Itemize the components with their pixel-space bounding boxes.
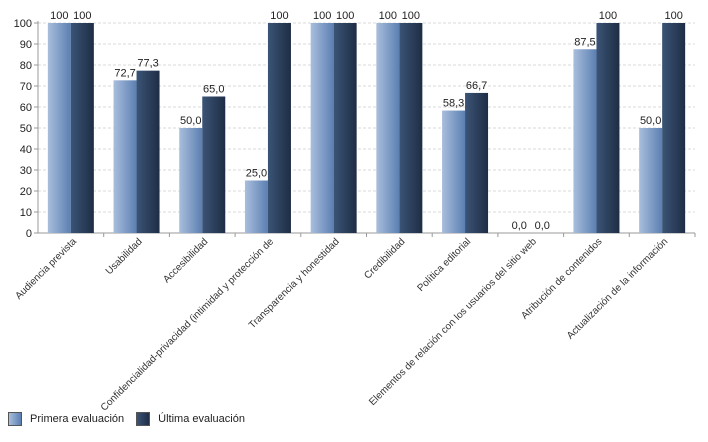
bar-ultima [333, 23, 357, 233]
y-tick-label: 70 [20, 81, 32, 93]
legend: Primera evaluación Última evaluación [8, 412, 257, 426]
data-label: 72,7 [114, 67, 135, 79]
legend-swatch-ultima [136, 412, 151, 426]
category-label: Credibilidad [362, 236, 407, 281]
bar-primera [244, 180, 268, 233]
data-label: 100 [599, 10, 617, 22]
data-label: 50,0 [640, 115, 661, 127]
bars [47, 23, 686, 234]
category-labels: Audiencia prevista Usabilidad Accesibilida… [13, 236, 670, 413]
y-tick-label: 30 [20, 165, 32, 177]
y-tick-label: 80 [20, 60, 32, 72]
bar-ultima [662, 23, 686, 233]
bar-primera [376, 23, 400, 233]
data-label: 77,3 [137, 58, 158, 70]
data-label: 100 [402, 10, 420, 22]
bar-ultima [202, 96, 226, 233]
data-label: 100 [336, 10, 354, 22]
data-label: 25,0 [246, 168, 267, 180]
bar-ultima [267, 23, 291, 233]
category-label: Usabilidad [104, 236, 145, 277]
bar-ultima [399, 23, 423, 233]
legend-label-ultima: Última evaluación [158, 413, 245, 425]
y-tick-label: 0 [26, 228, 32, 240]
data-label: 87,5 [574, 36, 595, 48]
y-tick-label: 50 [20, 123, 32, 135]
category-label: Política editorial [415, 236, 473, 294]
y-tick-label: 20 [20, 186, 32, 198]
legend-item-ultima: Última evaluación [136, 412, 245, 426]
bar-primera [310, 23, 334, 233]
data-label: 100 [73, 10, 91, 22]
category-label: Audiencia prevista [13, 236, 79, 302]
data-label: 65,0 [203, 84, 224, 96]
data-label: 100 [664, 10, 682, 22]
data-label: 66,7 [466, 80, 487, 92]
y-tick-label: 100 [14, 18, 32, 30]
legend-label-primera: Primera evaluación [30, 413, 125, 425]
data-label: 100 [379, 10, 397, 22]
bar-ultima [596, 23, 620, 233]
bar-primera [573, 49, 597, 233]
bar-primera [47, 23, 71, 233]
category-label: Accesibilidad [161, 236, 210, 285]
data-label: 100 [50, 10, 68, 22]
bar-primera [442, 110, 466, 233]
legend-swatch-primera [8, 412, 22, 426]
data-label: 100 [270, 10, 288, 22]
bar-primera [113, 80, 137, 233]
legend-item-primera: Primera evaluación [8, 412, 124, 426]
y-tick-label: 10 [20, 207, 32, 219]
bar-ultima [465, 92, 489, 234]
y-tick-label: 60 [20, 102, 32, 114]
bar-primera [639, 128, 663, 233]
data-label: 100 [313, 10, 331, 22]
bar-primera [179, 128, 203, 233]
y-tick-label: 90 [20, 39, 32, 51]
data-labels: 100 100 72,777,3 50,0 65,0 25,0 100 100 100 100 10… [50, 10, 683, 232]
y-tick-label: 40 [20, 144, 32, 156]
data-label: 50,0 [180, 115, 201, 127]
bar-ultima [136, 70, 160, 233]
data-label: 0,0 [535, 220, 550, 232]
data-label: 0,0 [512, 220, 527, 232]
bar-ultima [70, 23, 94, 233]
data-label: 58,3 [443, 98, 464, 110]
